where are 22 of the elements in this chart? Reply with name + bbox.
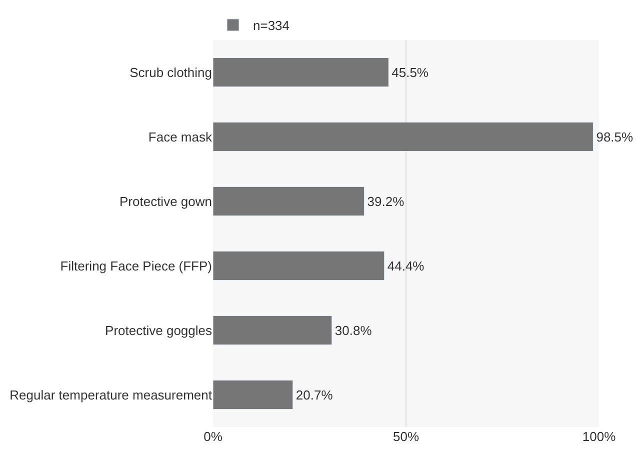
x-tick-label: 0% — [204, 429, 223, 444]
bar — [213, 122, 594, 152]
x-tick-label: 100% — [582, 429, 616, 444]
data-label: 44.4% — [387, 258, 425, 274]
y-tick-label: Filtering Face Piece (FFP) — [60, 258, 212, 274]
bar — [213, 250, 385, 281]
data-label: 45.5% — [392, 64, 429, 80]
bar — [213, 380, 294, 410]
y-tick-label: Scrub clothing — [130, 64, 212, 80]
data-label: 30.8% — [334, 322, 372, 338]
bar — [213, 186, 365, 216]
y-tick-label: Protective goggles — [105, 322, 212, 338]
y-tick-label: Regular temperature measurement — [10, 387, 212, 402]
x-tick-label: 50% — [392, 429, 420, 444]
y-tick-label: Protective gown — [120, 194, 212, 209]
data-label: 98.5% — [596, 129, 634, 144]
bar — [213, 315, 332, 346]
y-tick-label: Face mask — [148, 129, 212, 144]
bar — [213, 57, 389, 88]
data-label: 20.7% — [296, 387, 334, 402]
data-label: 39.2% — [367, 194, 405, 209]
legend-label: n=334 — [253, 18, 290, 34]
